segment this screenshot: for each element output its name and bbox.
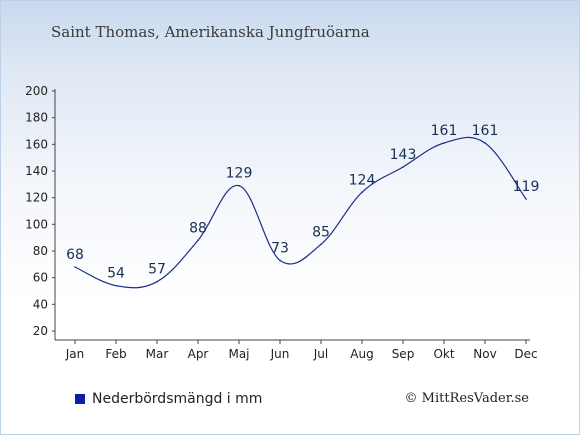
data-point xyxy=(320,243,322,246)
x-tick-label: Nov xyxy=(473,347,496,361)
data-label: 129 xyxy=(226,166,253,182)
y-tick-label: 200 xyxy=(25,84,48,98)
data-point xyxy=(525,198,527,200)
data-label: 124 xyxy=(349,172,376,188)
data-label: 143 xyxy=(390,147,417,163)
data-point xyxy=(279,259,281,262)
data-point xyxy=(74,266,76,268)
data-point xyxy=(115,284,117,287)
x-tick-label: Maj xyxy=(228,347,249,361)
x-tick-label: Sep xyxy=(392,347,415,361)
y-tick-label: 160 xyxy=(25,137,48,151)
x-tick-label: Dec xyxy=(514,347,537,361)
data-point xyxy=(156,280,158,283)
y-tick-label: 20 xyxy=(33,324,48,338)
data-label: 54 xyxy=(107,266,125,282)
data-label: 57 xyxy=(148,262,166,278)
x-tick-label: Okt xyxy=(433,347,454,361)
x-tick-label: Aug xyxy=(350,347,373,361)
data-label: 68 xyxy=(66,247,84,263)
x-tick-label: Mar xyxy=(146,347,169,361)
data-point xyxy=(361,191,363,194)
data-label: 161 xyxy=(472,123,499,139)
y-tick-label: 140 xyxy=(25,164,48,178)
series-line xyxy=(74,136,527,289)
credit-text: © MittResVader.se xyxy=(404,391,529,406)
data-point xyxy=(402,166,404,168)
data-label: 73 xyxy=(271,240,289,256)
chart-title: Saint Thomas, Amerikanska Jungfruöarna xyxy=(51,23,370,41)
data-label: 161 xyxy=(431,123,458,139)
data-point xyxy=(484,142,486,144)
data-label: 119 xyxy=(513,179,540,195)
x-tick-label: Jun xyxy=(270,347,290,361)
data-point xyxy=(238,184,240,187)
legend: Nederbördsmängd i mm xyxy=(75,391,262,407)
y-tick-label: 40 xyxy=(33,297,48,311)
y-tick-label: 180 xyxy=(25,111,48,125)
y-tick-label: 120 xyxy=(25,191,48,205)
legend-label: Nederbördsmängd i mm xyxy=(92,391,263,407)
y-tick-label: 80 xyxy=(33,244,48,258)
data-point xyxy=(443,142,445,144)
data-label: 85 xyxy=(312,224,330,240)
x-tick-label: Apr xyxy=(188,347,209,361)
legend-swatch xyxy=(75,394,85,404)
y-tick-label: 100 xyxy=(25,217,48,231)
x-tick-label: Jan xyxy=(65,347,85,361)
data-label: 88 xyxy=(189,220,207,236)
x-tick-label: Jul xyxy=(313,347,328,361)
data-point xyxy=(197,239,199,242)
y-tick-label: 60 xyxy=(33,271,48,285)
x-tick-label: Feb xyxy=(105,347,126,361)
